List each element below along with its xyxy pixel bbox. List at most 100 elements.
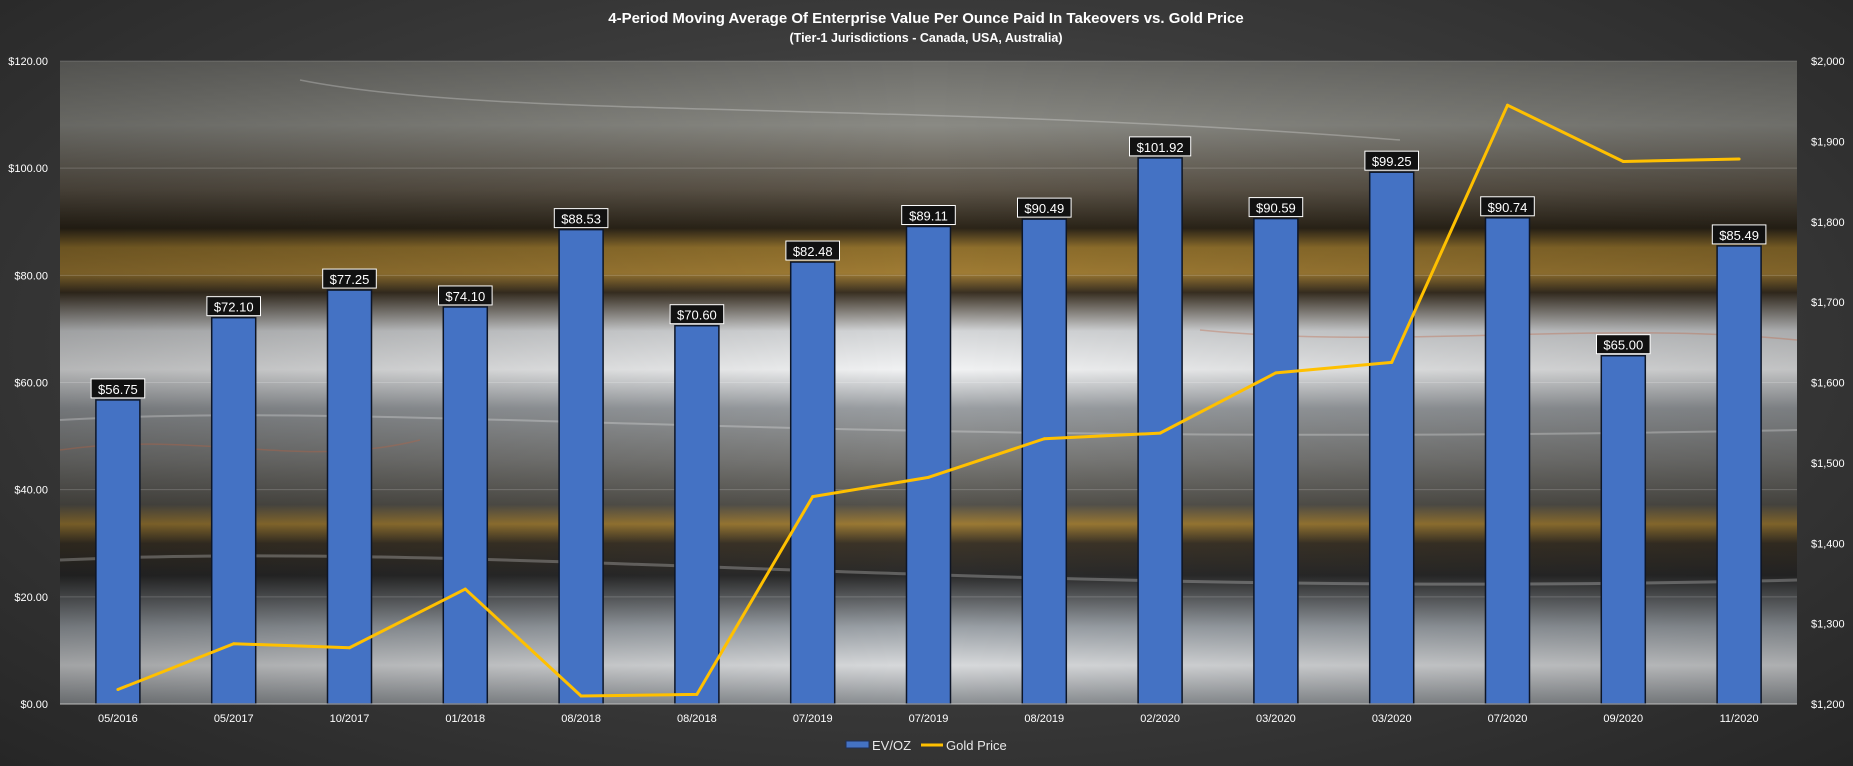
y-left-tick-label: $100.00 [8, 163, 48, 175]
bar [1137, 157, 1183, 705]
data-label: $56.75 [90, 378, 146, 399]
data-label: $101.92 [1129, 136, 1192, 157]
data-label: $90.59 [1248, 197, 1304, 218]
gold-price-point [116, 688, 120, 692]
gold-price-point [1506, 103, 1509, 107]
bar [95, 399, 141, 705]
data-label-box [901, 205, 956, 226]
data-label: $90.49 [1017, 197, 1072, 218]
data-label-box [1364, 150, 1420, 171]
x-tick-label: 10/2017 [330, 713, 370, 725]
gold-price-point [927, 475, 930, 479]
bar [1716, 245, 1762, 705]
gold-price-point [1274, 371, 1278, 375]
bar [1600, 354, 1647, 705]
data-label-box [1129, 136, 1192, 157]
data-label-text: $72.10 [214, 300, 254, 315]
y-left-tick-label: $20.00 [14, 592, 48, 604]
data-label-box [1596, 334, 1651, 355]
bar-series-ev-oz [95, 157, 1762, 705]
data-label: $99.25 [1364, 150, 1420, 171]
gold-price-point [463, 587, 467, 591]
y-right-tick-label: $1,200 [1811, 699, 1845, 711]
data-label: $65.00 [1596, 334, 1651, 355]
x-tick-label: 08/2018 [677, 713, 717, 725]
legend-label-gold-price: Gold Price [946, 738, 1007, 753]
data-label-box [1480, 196, 1535, 217]
bar [558, 228, 604, 705]
chart-title: 4-Period Moving Average Of Enterprise Va… [608, 10, 1244, 27]
x-tick-label: 08/2019 [1024, 713, 1064, 725]
gold-price-point [348, 646, 351, 650]
legend-swatch-ev-oz [845, 740, 870, 749]
bar [905, 225, 952, 705]
data-label-text: $85.49 [1719, 228, 1759, 243]
bar [1484, 217, 1531, 705]
data-label: $82.48 [785, 240, 841, 261]
data-label-text: $99.25 [1372, 154, 1412, 169]
data-label: $77.25 [322, 268, 377, 289]
y-axis-right: $1,200 $1,300 $1,400 $1,500 $1,600 $1,700 $1,8… [1811, 56, 1845, 711]
data-label-text: $65.00 [1603, 338, 1643, 353]
data-label-text: $74.10 [445, 289, 485, 304]
data-label-box [438, 285, 493, 306]
data-label-text: $89.11 [909, 209, 948, 224]
y-left-tick-label: $60.00 [14, 378, 48, 390]
data-label-text: $90.74 [1488, 200, 1528, 215]
bar [1021, 218, 1068, 705]
y-right-tick-label: $1,700 [1811, 297, 1845, 309]
bar [674, 324, 720, 705]
data-label: $85.49 [1711, 224, 1767, 245]
line-series-gold-price [116, 103, 1741, 698]
gold-price-point [811, 495, 815, 499]
data-label-box [1017, 197, 1072, 218]
x-axis: 05/2016 05/2017 10/2017 01/2018 08/2018 08/20… [60, 703, 1797, 725]
bar [789, 261, 836, 705]
gold-price-point [695, 692, 699, 696]
data-label-box [1711, 224, 1767, 245]
x-tick-label: 07/2019 [909, 713, 949, 725]
y-right-tick-label: $2,000 [1811, 56, 1845, 68]
legend: EV/OZ Gold Price [845, 738, 1007, 753]
y-right-tick-label: $1,400 [1811, 538, 1845, 550]
data-label-text: $77.25 [330, 272, 370, 287]
data-label: $72.10 [206, 296, 261, 317]
data-label-text: $101.92 [1137, 140, 1184, 155]
bar [326, 289, 373, 705]
data-label-box [206, 296, 261, 317]
gold-price-point [1158, 431, 1162, 435]
x-tick-label: 05/2017 [214, 713, 254, 725]
bar [1253, 217, 1299, 705]
data-label-box [1248, 197, 1304, 218]
y-left-tick-label: $120.00 [8, 56, 48, 68]
x-tick-label: 03/2020 [1372, 713, 1412, 725]
data-label-box [322, 268, 377, 289]
gold-price-point [1737, 157, 1741, 161]
data-label-text: $82.48 [793, 244, 833, 259]
data-label-box [90, 378, 146, 399]
gold-price-point [1621, 159, 1625, 163]
x-tick-label: 11/2020 [1720, 713, 1759, 725]
y-right-tick-label: $1,800 [1811, 217, 1845, 229]
y-right-tick-label: $1,500 [1811, 458, 1845, 470]
gold-price-point [1042, 437, 1046, 441]
x-tick-label: 02/2020 [1140, 713, 1180, 725]
data-label-box [553, 208, 609, 229]
gold-price-point [579, 694, 583, 698]
data-label-text: $90.49 [1024, 201, 1064, 216]
data-label-text: $56.75 [98, 382, 138, 397]
data-label: $74.10 [438, 285, 493, 306]
data-label-box [785, 240, 841, 261]
x-tick-label: 05/2016 [98, 713, 138, 725]
y-axis-left: $0.00 $20.00 $40.00 $60.00 $80.00 $100.00 $120… [8, 56, 48, 711]
x-tick-label: 01/2018 [445, 713, 485, 725]
gold-price-point [232, 642, 236, 646]
data-label: $88.53 [553, 208, 609, 229]
y-right-tick-label: $1,900 [1811, 136, 1845, 148]
data-label: $90.74 [1480, 196, 1535, 217]
legend-label-ev-oz: EV/OZ [872, 738, 911, 753]
bar [210, 316, 257, 705]
x-tick-label: 08/2018 [561, 713, 601, 725]
